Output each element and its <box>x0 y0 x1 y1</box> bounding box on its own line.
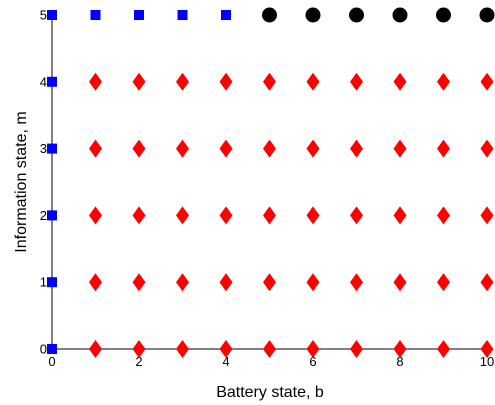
diamond-marker <box>481 140 494 158</box>
diamond-marker <box>437 340 450 358</box>
diamond-marker <box>263 206 276 224</box>
square-marker <box>178 10 188 20</box>
square-marker <box>47 144 57 154</box>
circle-marker <box>393 8 408 23</box>
diamond-marker <box>307 206 320 224</box>
diamond-marker <box>437 140 450 158</box>
diamond-marker <box>263 340 276 358</box>
square-marker <box>47 277 57 287</box>
diamond-marker <box>176 206 189 224</box>
square-marker <box>47 10 57 20</box>
axes <box>52 15 487 349</box>
diamond-marker <box>263 273 276 291</box>
diamond-marker <box>394 140 407 158</box>
diamond-marker <box>176 140 189 158</box>
diamond-marker <box>89 140 102 158</box>
diamond-marker <box>133 140 146 158</box>
diamond-marker <box>307 140 320 158</box>
diamond-marker <box>263 140 276 158</box>
square-marker <box>47 210 57 220</box>
square-marker <box>221 10 231 20</box>
y-axis-title: Information state, m <box>13 111 30 252</box>
diamond-marker <box>263 73 276 91</box>
diamond-marker <box>350 340 363 358</box>
diamond-marker <box>89 73 102 91</box>
x-tick-label: 0 <box>48 354 55 369</box>
data-markers <box>47 8 495 359</box>
diamond-marker <box>220 206 233 224</box>
y-tick-label: 2 <box>40 208 47 223</box>
diamond-marker <box>350 140 363 158</box>
y-tick-label: 5 <box>40 8 47 23</box>
diamond-marker <box>394 73 407 91</box>
diamond-marker <box>350 73 363 91</box>
diamond-marker <box>89 340 102 358</box>
circle-marker <box>306 8 321 23</box>
diamond-marker <box>307 73 320 91</box>
square-marker <box>47 344 57 354</box>
circle-marker <box>349 8 364 23</box>
diamond-marker <box>481 273 494 291</box>
diamond-marker <box>220 73 233 91</box>
diamond-marker <box>481 206 494 224</box>
diamond-marker <box>437 206 450 224</box>
diamond-marker <box>350 206 363 224</box>
diamond-marker <box>133 73 146 91</box>
diamond-marker <box>220 273 233 291</box>
diamond-marker <box>220 140 233 158</box>
x-axis-title: Battery state, b <box>216 384 324 401</box>
diamond-marker <box>176 340 189 358</box>
square-marker <box>134 10 144 20</box>
diamond-marker <box>133 206 146 224</box>
y-tick-label: 4 <box>40 74 47 89</box>
y-tick-label: 1 <box>40 275 47 290</box>
square-marker <box>91 10 101 20</box>
diamond-marker <box>133 273 146 291</box>
diamond-marker <box>394 273 407 291</box>
y-tick-label: 0 <box>40 342 47 357</box>
diamond-marker <box>394 206 407 224</box>
diamond-marker <box>437 73 450 91</box>
circle-marker <box>480 8 495 23</box>
square-marker <box>47 77 57 87</box>
diamond-marker <box>350 273 363 291</box>
circle-marker <box>436 8 451 23</box>
diamond-marker <box>437 273 450 291</box>
circle-marker <box>262 8 277 23</box>
y-tick-label: 3 <box>40 141 47 156</box>
diamond-marker <box>481 73 494 91</box>
diamond-marker <box>176 73 189 91</box>
diamond-marker <box>89 206 102 224</box>
diamond-marker <box>89 273 102 291</box>
diamond-marker <box>176 273 189 291</box>
diamond-marker <box>307 273 320 291</box>
